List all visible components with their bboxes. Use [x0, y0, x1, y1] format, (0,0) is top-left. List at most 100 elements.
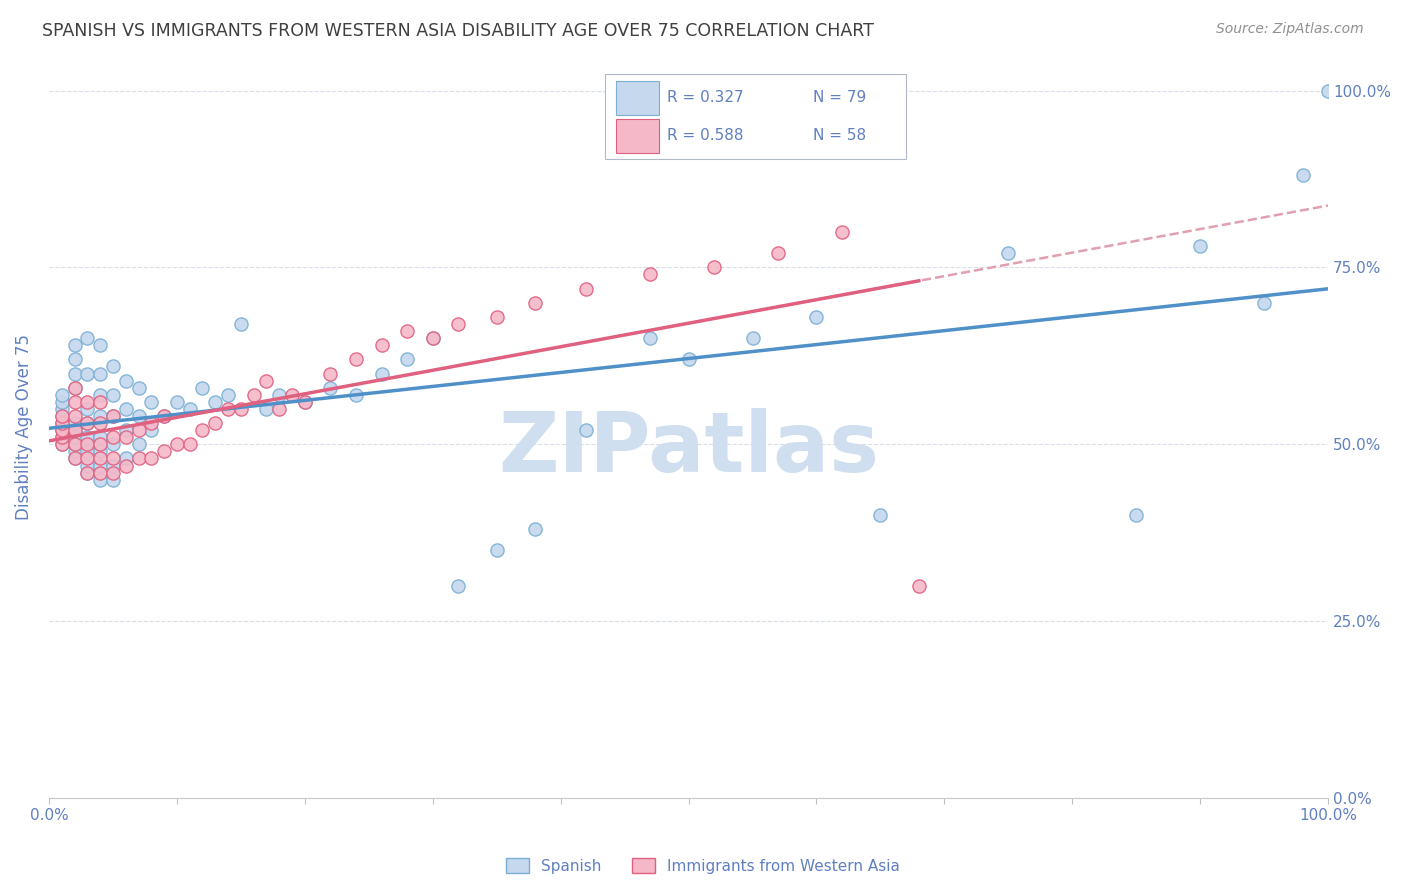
Point — [101, 430, 124, 444]
Point — [76, 331, 98, 345]
Point — [76, 466, 98, 480]
Point — [344, 388, 367, 402]
Point — [242, 388, 264, 402]
Point — [63, 423, 86, 437]
Point — [114, 430, 136, 444]
FancyBboxPatch shape — [606, 74, 905, 159]
Point — [141, 423, 163, 437]
Point — [638, 331, 661, 345]
Point — [114, 374, 136, 388]
Point — [128, 409, 150, 423]
Point — [741, 331, 763, 345]
Point — [51, 430, 73, 444]
Point — [63, 423, 86, 437]
Point — [101, 473, 124, 487]
Point — [128, 423, 150, 437]
Point — [89, 458, 111, 473]
Point — [51, 409, 73, 423]
Text: N = 79: N = 79 — [813, 90, 866, 105]
Point — [153, 409, 176, 423]
Point — [370, 367, 392, 381]
Text: R = 0.588: R = 0.588 — [666, 128, 744, 143]
Point — [229, 401, 252, 416]
Point — [101, 359, 124, 374]
Point — [524, 522, 547, 536]
Point — [51, 416, 73, 430]
Point — [396, 352, 419, 367]
Point — [76, 458, 98, 473]
Point — [101, 388, 124, 402]
Point — [153, 444, 176, 458]
Point — [63, 409, 86, 423]
Point — [89, 466, 111, 480]
Point — [63, 338, 86, 352]
Point — [51, 416, 73, 430]
Point — [485, 310, 508, 324]
Point — [575, 423, 598, 437]
Point — [51, 437, 73, 451]
Point — [63, 381, 86, 395]
Point — [76, 401, 98, 416]
Text: Source: ZipAtlas.com: Source: ZipAtlas.com — [1216, 22, 1364, 37]
Point — [806, 310, 828, 324]
Point — [89, 394, 111, 409]
Point — [153, 409, 176, 423]
FancyBboxPatch shape — [616, 119, 659, 153]
Point — [204, 416, 226, 430]
Point — [51, 430, 73, 444]
Point — [89, 437, 111, 451]
Point — [101, 451, 124, 466]
Point — [101, 437, 124, 451]
Point — [344, 352, 367, 367]
Point — [254, 401, 277, 416]
Point — [89, 451, 111, 466]
Point — [89, 473, 111, 487]
Point — [63, 394, 86, 409]
Point — [63, 352, 86, 367]
Point — [217, 401, 239, 416]
Point — [831, 225, 853, 239]
Point — [76, 451, 98, 466]
Point — [51, 409, 73, 423]
Point — [76, 430, 98, 444]
Point — [89, 430, 111, 444]
Point — [638, 268, 661, 282]
Point — [1189, 239, 1212, 253]
Text: R = 0.327: R = 0.327 — [666, 90, 744, 105]
Point — [51, 394, 73, 409]
Point — [766, 246, 789, 260]
Point — [447, 579, 470, 593]
Point — [217, 388, 239, 402]
Point — [51, 437, 73, 451]
Point — [141, 451, 163, 466]
Point — [89, 444, 111, 458]
Point — [370, 338, 392, 352]
Legend: Spanish, Immigrants from Western Asia: Spanish, Immigrants from Western Asia — [501, 852, 905, 880]
Point — [191, 423, 214, 437]
Point — [485, 543, 508, 558]
Point — [51, 423, 73, 437]
Point — [76, 416, 98, 430]
Point — [128, 437, 150, 451]
Point — [907, 579, 929, 593]
Point — [76, 437, 98, 451]
Point — [678, 352, 700, 367]
Point — [76, 416, 98, 430]
Point — [51, 401, 73, 416]
Point — [575, 282, 598, 296]
Point — [89, 338, 111, 352]
Point — [89, 416, 111, 430]
Point — [101, 409, 124, 423]
Point — [51, 388, 73, 402]
Point — [1291, 169, 1313, 183]
FancyBboxPatch shape — [616, 81, 659, 115]
Point — [76, 394, 98, 409]
Point — [191, 381, 214, 395]
Point — [294, 394, 316, 409]
Point — [396, 324, 419, 338]
Point — [128, 451, 150, 466]
Point — [76, 466, 98, 480]
Point — [269, 401, 291, 416]
Point — [204, 394, 226, 409]
Point — [51, 423, 73, 437]
